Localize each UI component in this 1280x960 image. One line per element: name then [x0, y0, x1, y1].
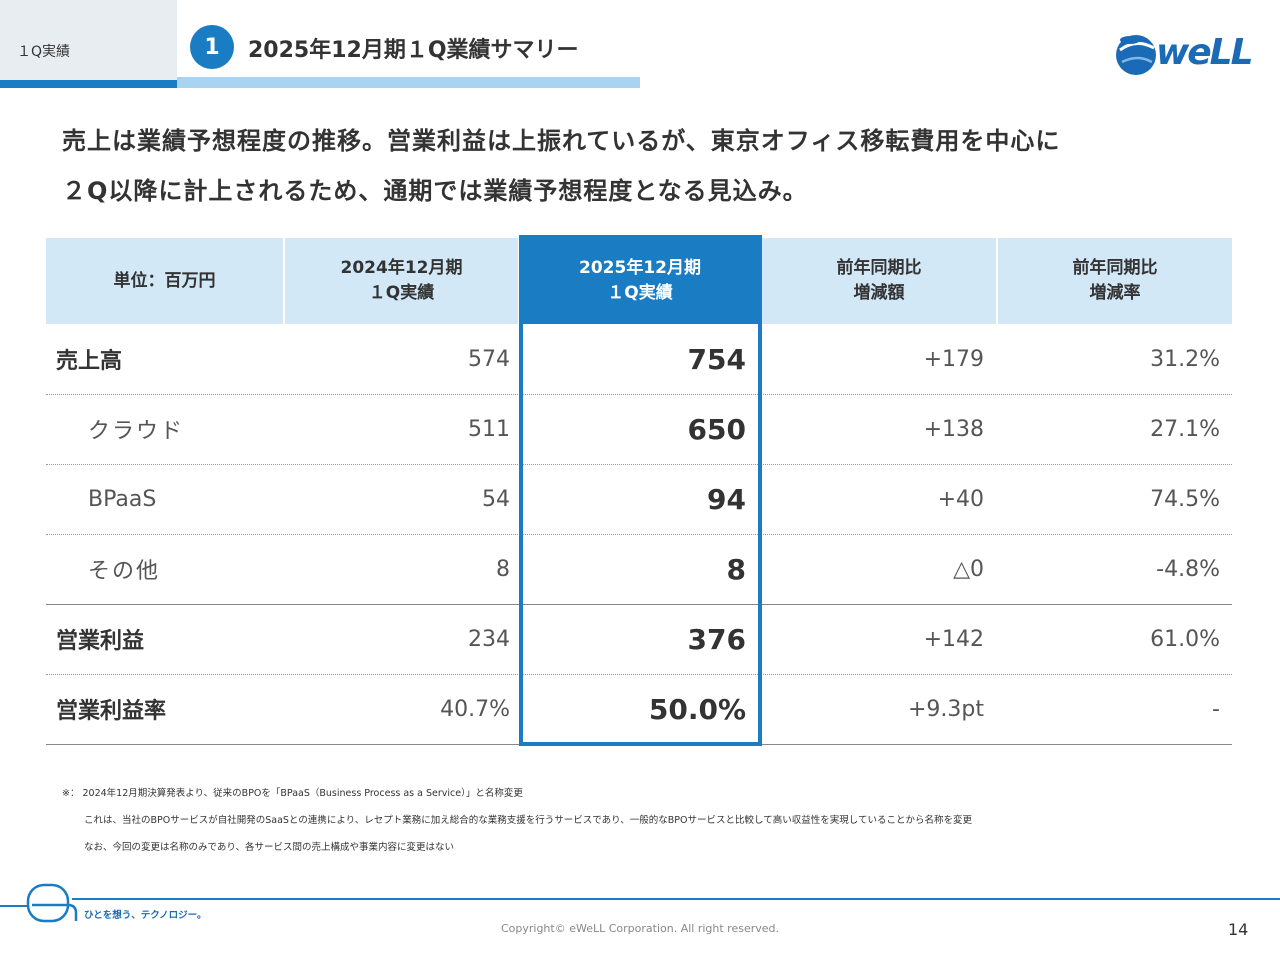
header-yoy-rate: 前年同期比 増減率: [998, 238, 1232, 324]
cell-diff: +142: [923, 626, 984, 652]
row-label: クラウド: [88, 419, 185, 444]
cell-diff: +40: [937, 486, 984, 512]
row-label: その他: [88, 559, 161, 584]
table-row-bpaas: BPaaS 54 94 +40 74.5%: [46, 464, 1232, 534]
cell-diff: +138: [923, 416, 984, 442]
cell-prev: 54: [482, 486, 510, 512]
footer-rule-left: [0, 905, 30, 907]
row-label: 営業利益: [56, 629, 145, 654]
cell-rate: 31.2%: [1150, 346, 1220, 372]
cell-prev: 574: [468, 346, 510, 372]
table-row-operating-margin: 営業利益率 40.7% 50.0% +9.3pt -: [46, 674, 1232, 744]
cell-diff: +179: [923, 346, 984, 372]
row-label: BPaaS: [88, 486, 157, 512]
table-row-operating-profit: 営業利益 234 376 +142 61.0%: [46, 604, 1232, 674]
row-divider: [46, 394, 1232, 395]
cell-prev: 8: [496, 556, 510, 582]
header-prev-year: 2024年12月期 １Q実績: [285, 238, 518, 324]
table-row-sales: 売上高 574 754 +179 31.2%: [46, 324, 1232, 394]
footnote-line-1: ※： 2024年12月期決算発表より、従来のBPOを「BPaaS（Busines…: [62, 788, 523, 799]
table-header: 単位：百万円 2024年12月期 １Q実績 2025年12月期 １Q実績 前年同…: [46, 238, 1232, 324]
header-bar-accent: [0, 80, 177, 88]
footer-tagline: ひとを想う、テクノロジー。: [84, 910, 207, 921]
footer-logo-icon: [26, 883, 78, 923]
header-unit: 単位：百万円: [46, 238, 283, 324]
cell-curr: 650: [687, 412, 746, 446]
row-divider: [46, 464, 1232, 465]
cell-curr: 376: [687, 622, 746, 656]
footnote-line-3: なお、今回の変更は名称のみであり、各サービス間の売上構成や事業内容に変更はない: [84, 842, 455, 853]
header-bar-light: [177, 77, 640, 88]
page-title: 2025年12月期１Q業績サマリー: [248, 38, 579, 63]
cell-curr: 50.0%: [648, 692, 746, 726]
globe-icon: [1116, 35, 1156, 75]
cell-curr: 94: [707, 482, 746, 516]
header-yoy-diff: 前年同期比 増減額: [762, 238, 996, 324]
section-tab-label: １Q実績: [17, 44, 71, 60]
row-divider: [46, 534, 1232, 535]
cell-rate: 27.1%: [1150, 416, 1220, 442]
logo-wordmark: weLL: [1156, 32, 1254, 73]
cell-prev: 40.7%: [440, 696, 510, 722]
header-current-year: 2025年12月期 １Q実績: [520, 238, 760, 324]
company-logo: weLL: [1112, 28, 1254, 78]
row-label: 売上高: [56, 349, 123, 374]
footer-rule: [72, 898, 1280, 900]
footnotes: ※： 2024年12月期決算発表より、従来のBPOを「BPaaS（Busines…: [62, 780, 972, 861]
lead-line-1: 売上は業績予想程度の推移。営業利益は上振れているが、東京オフィス移転費用を中心に: [62, 127, 1061, 155]
row-divider: [46, 674, 1232, 675]
cell-rate: 74.5%: [1150, 486, 1220, 512]
cell-curr: 754: [687, 342, 746, 376]
cell-prev: 234: [468, 626, 510, 652]
cell-rate: -4.8%: [1156, 556, 1220, 582]
table-row-cloud: クラウド 511 650 +138 27.1%: [46, 394, 1232, 464]
table-row-other: その他 8 8 △0 -4.8%: [46, 534, 1232, 604]
section-tab: １Q実績: [0, 0, 177, 88]
copyright: Copyright© eWeLL Corporation. All right …: [500, 922, 780, 935]
lead-summary: 売上は業績予想程度の推移。営業利益は上振れているが、東京オフィス移転費用を中心に…: [62, 116, 1242, 216]
title-number-badge: 1: [190, 25, 234, 69]
footnote-line-2: これは、当社のBPOサービスが自社開発のSaaSとの連携により、レセプト業務に加…: [84, 815, 972, 826]
table-bottom-border: [46, 744, 1232, 745]
cell-diff: +9.3pt: [907, 696, 984, 722]
cell-prev: 511: [468, 416, 510, 442]
cell-curr: 8: [726, 552, 746, 586]
cell-diff: △0: [953, 556, 984, 582]
page-number: 14: [1228, 920, 1249, 939]
row-divider-solid: [46, 604, 1232, 605]
cell-rate: 61.0%: [1150, 626, 1220, 652]
lead-line-2: ２Q以降に計上されるため、通期では業績予想程度となる見込み。: [62, 177, 808, 205]
cell-rate: -: [1212, 696, 1220, 722]
row-label: 営業利益率: [56, 699, 167, 724]
